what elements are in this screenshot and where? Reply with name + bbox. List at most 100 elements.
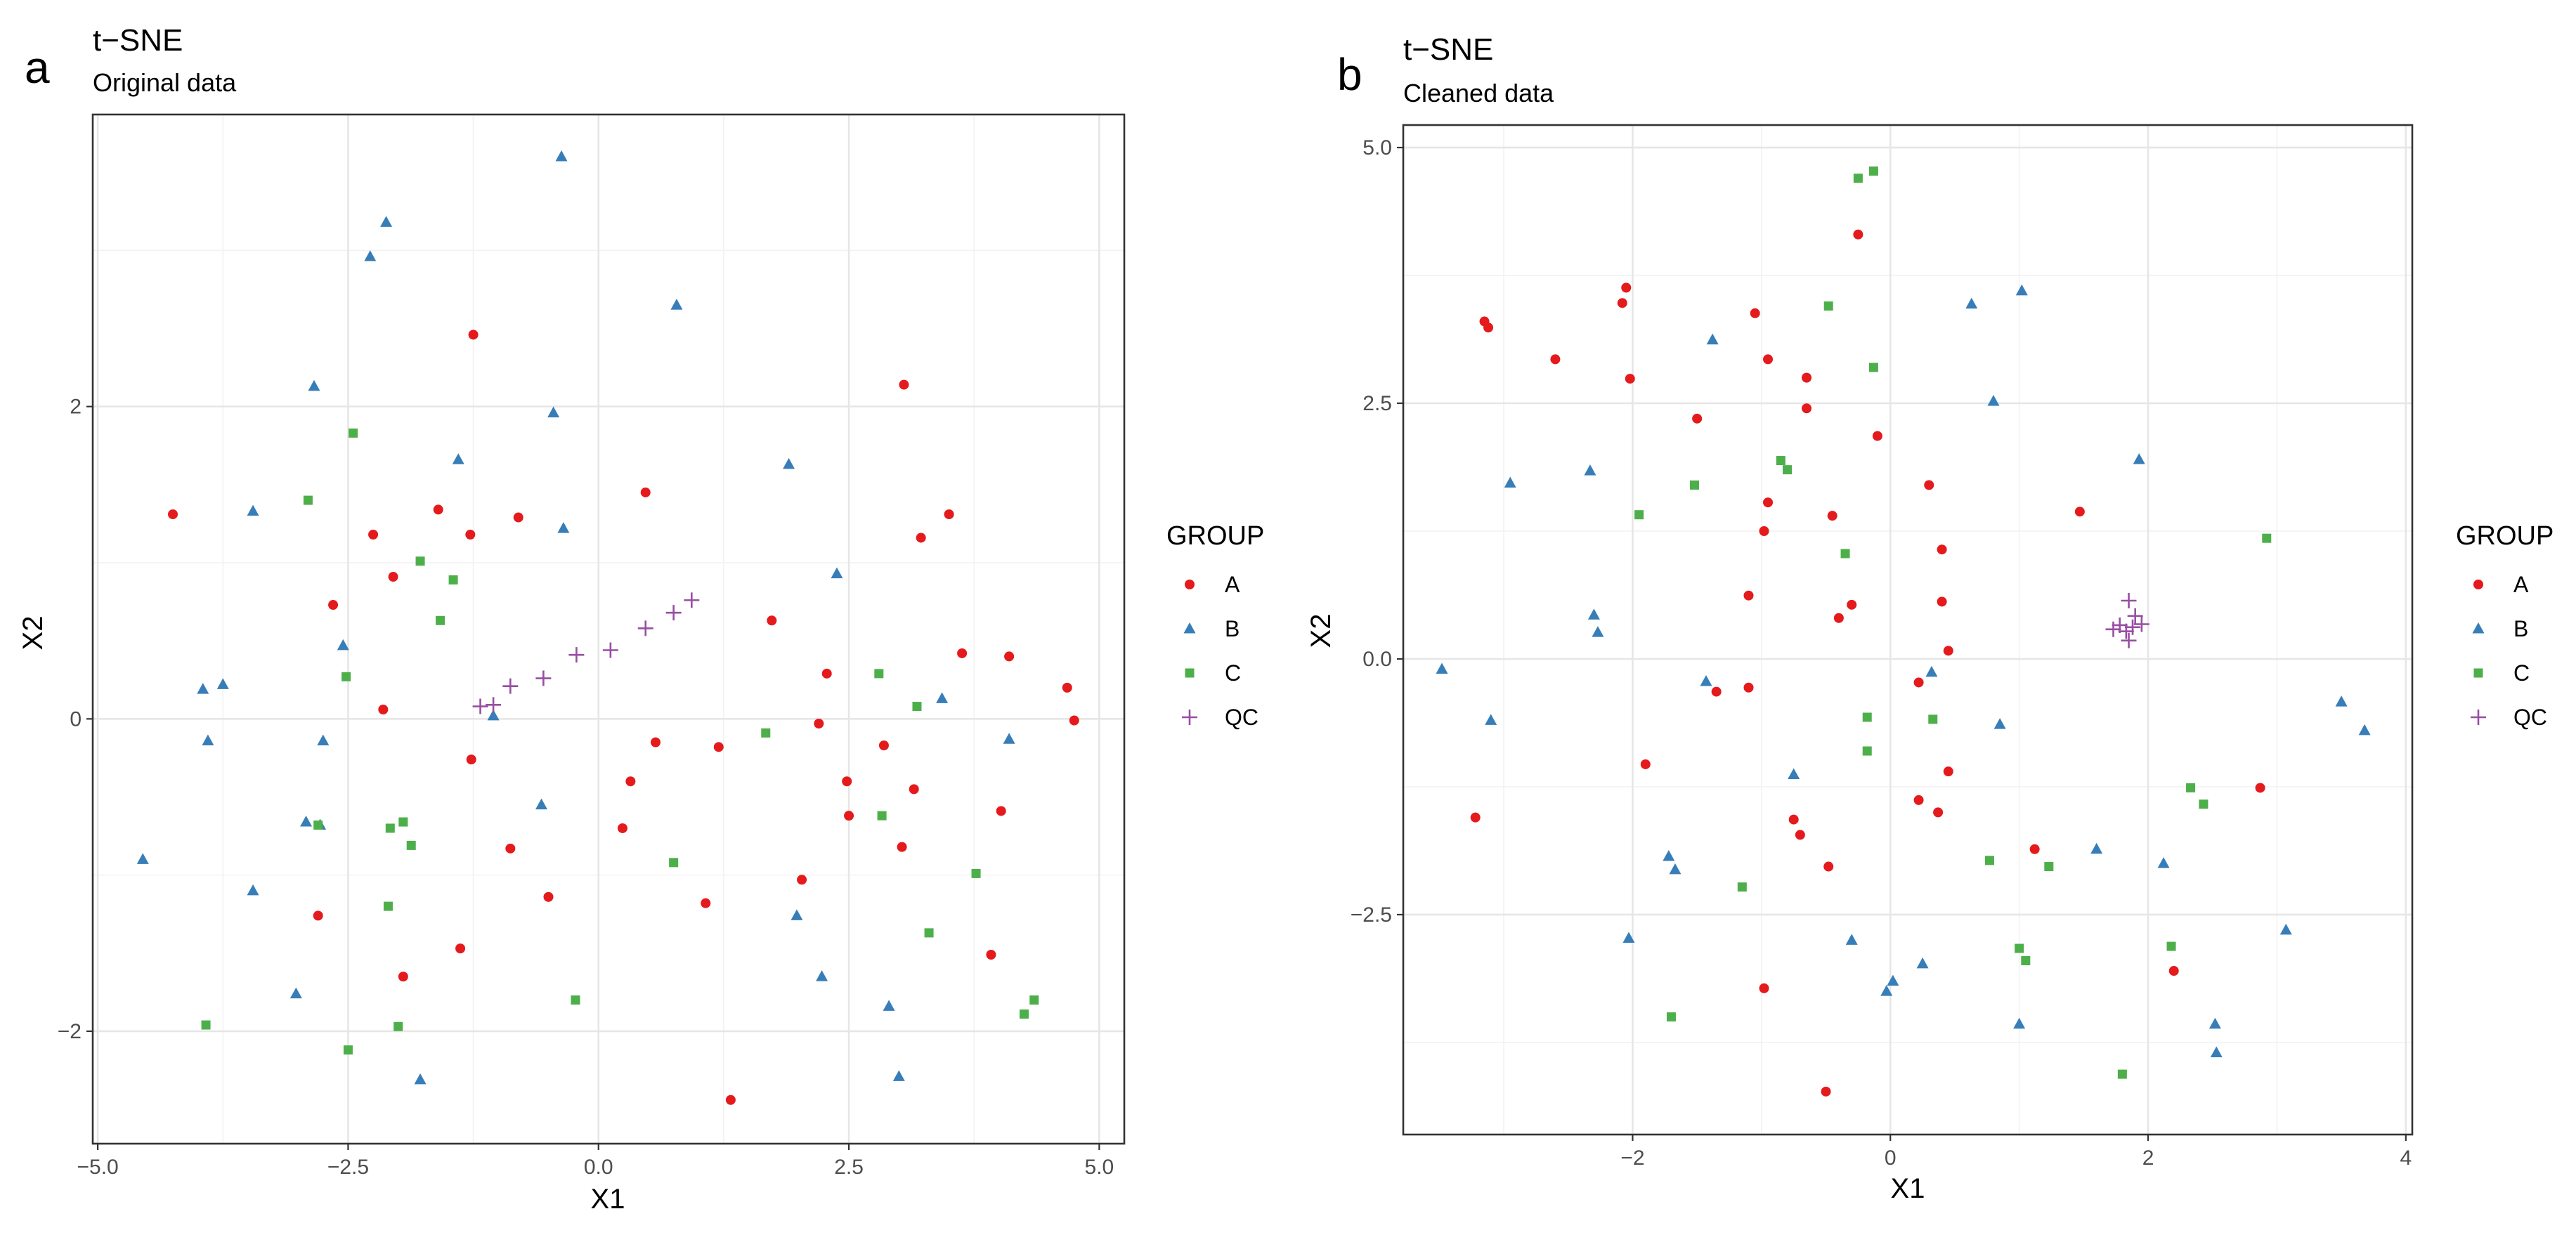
original-point-a xyxy=(986,950,996,960)
cleaned-point-a xyxy=(1802,403,1812,414)
cleaned-point-a xyxy=(1759,526,1769,537)
cleaned-point-c xyxy=(1776,456,1785,466)
cleaned-point-c xyxy=(1862,712,1872,722)
original-point-b xyxy=(364,250,377,261)
legend-key-b xyxy=(1183,622,1196,634)
original-point-a xyxy=(650,737,661,747)
cleaned-point-a xyxy=(2255,783,2265,793)
original-point-a xyxy=(844,811,854,821)
original-point-c xyxy=(874,669,884,679)
cleaned-y-tick-label: 5.0 xyxy=(1362,136,1392,159)
legend-key-a xyxy=(1185,580,1195,589)
panel-a-subtitle: Original data xyxy=(93,68,237,97)
cleaned-point-b xyxy=(1887,974,1899,986)
cleaned-point-c xyxy=(2044,862,2054,872)
original-point-a xyxy=(328,600,339,610)
cleaned-point-c xyxy=(2262,533,2272,543)
cleaned-point-c xyxy=(2117,1069,2127,1079)
cleaned-point-a xyxy=(1943,766,1953,777)
cleaned-point-a xyxy=(1625,374,1635,384)
original-point-a xyxy=(797,875,807,885)
cleaned-point-b xyxy=(1987,395,2000,406)
original-point-c xyxy=(383,901,393,911)
cleaned-point-a xyxy=(1847,599,1857,610)
original-point-a xyxy=(543,891,554,902)
cleaned-point-a xyxy=(1640,759,1651,769)
original-point-b xyxy=(670,299,683,310)
original-point-qc xyxy=(486,697,502,713)
original-point-a xyxy=(996,806,1006,816)
cleaned-panel-border xyxy=(1402,124,2414,1136)
cleaned-point-c xyxy=(1783,465,1793,475)
cleaned-point-qc xyxy=(2127,608,2143,624)
cleaned-point-b xyxy=(2335,695,2348,707)
cleaned-series-a xyxy=(1470,229,2265,1097)
original-point-a xyxy=(916,532,926,543)
original-point-b xyxy=(936,692,949,703)
original-point-c xyxy=(385,823,395,833)
cleaned-point-c xyxy=(2021,955,2031,965)
original-point-b xyxy=(783,457,795,469)
original-point-a xyxy=(378,704,389,714)
cleaned-point-a xyxy=(1913,795,1924,805)
original-point-a xyxy=(821,668,832,679)
cleaned-point-a xyxy=(1827,511,1837,521)
cleaned-point-c xyxy=(2199,799,2209,809)
cleaned-point-qc xyxy=(2125,619,2141,635)
cleaned-point-b xyxy=(1993,718,2006,729)
plot-area-cleaned: −2 0 2 4 −2.5 0.0 2.5 5.0 xyxy=(1351,124,2414,1170)
cleaned-x-tick-label: −2 xyxy=(1620,1146,1644,1170)
cleaned-point-c xyxy=(2186,783,2196,792)
original-point-c xyxy=(448,575,458,584)
cleaned-point-qc xyxy=(2121,632,2137,648)
original-point-a xyxy=(767,615,777,626)
cleaned-point-b xyxy=(1436,662,1448,674)
legend-key-b xyxy=(2472,622,2485,634)
legend-title-original: GROUP xyxy=(1166,521,1264,551)
cleaned-point-b xyxy=(1587,608,1600,620)
cleaned-point-c xyxy=(1928,714,1938,724)
cleaned-point-a xyxy=(1763,497,1774,508)
legend-key-qc xyxy=(2471,710,2486,725)
original-point-a xyxy=(1062,682,1072,693)
panel-a: a t−SNE Original data −5.0 −2.5 0.0 2.5 5.0−… xyxy=(18,23,1264,1215)
cleaned-y-tick-label: −2.5 xyxy=(1351,903,1392,927)
cleaned-point-b xyxy=(2133,453,2145,464)
original-point-a xyxy=(368,530,379,540)
original-point-b xyxy=(452,453,464,464)
original-point-a xyxy=(313,910,323,921)
original-point-b xyxy=(197,683,209,694)
original-point-b xyxy=(247,504,259,516)
legend-label-a: A xyxy=(1225,572,1240,597)
cleaned-point-c xyxy=(1666,1012,1676,1022)
cleaned-point-a xyxy=(2074,507,2085,517)
original-point-b xyxy=(883,1000,895,1011)
cleaned-point-c xyxy=(1868,166,1878,176)
cleaned-point-b xyxy=(2013,1017,2026,1029)
cleaned-point-a xyxy=(2168,966,2179,976)
legend-label-a: A xyxy=(2513,572,2529,597)
original-point-b xyxy=(816,970,828,981)
original-point-a xyxy=(168,509,178,520)
cleaned-point-a xyxy=(1759,983,1769,993)
cleaned-point-a xyxy=(1470,812,1481,823)
original-point-a xyxy=(713,742,724,752)
original-point-c xyxy=(341,672,351,681)
cleaned-point-a xyxy=(1937,544,1947,555)
cleaned-point-b xyxy=(1845,934,1858,945)
panel-b: b t−SNE Cleaned data −2 0 2 4−2.50.02.55.0 … xyxy=(1306,32,2554,1204)
original-point-a xyxy=(957,648,968,658)
cleaned-y-tick-label: 0.0 xyxy=(1362,648,1392,671)
cleaned-series-qc xyxy=(2105,593,2149,648)
original-point-a xyxy=(433,504,443,515)
cleaned-point-a xyxy=(1550,354,1561,365)
original-point-c xyxy=(1019,1009,1029,1019)
cleaned-point-qc xyxy=(2105,621,2121,637)
original-y-tick-label: 2 xyxy=(70,396,82,419)
original-point-b xyxy=(136,853,149,864)
cleaned-point-b xyxy=(1925,665,1938,677)
cleaned-point-b xyxy=(1669,863,1681,875)
cleaned-point-b xyxy=(1965,297,1978,309)
original-point-a xyxy=(701,898,711,908)
cleaned-point-b xyxy=(1504,476,1516,488)
